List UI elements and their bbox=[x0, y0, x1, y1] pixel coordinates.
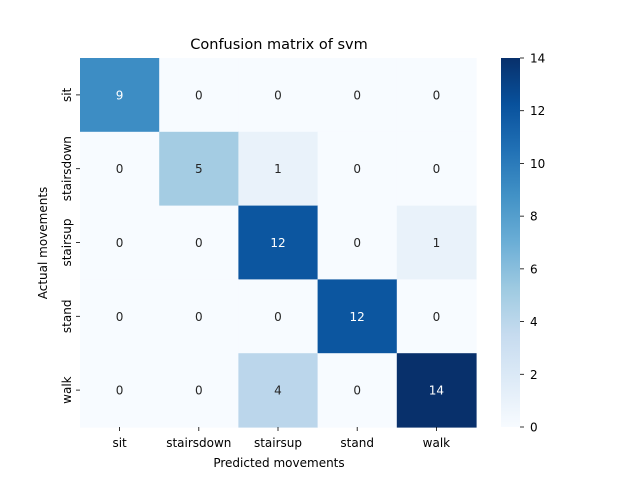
heatmap-cell bbox=[159, 131, 239, 207]
y-tick-label: stand bbox=[60, 300, 74, 334]
heatmap-cell bbox=[159, 353, 239, 428]
heatmap-cell bbox=[80, 131, 160, 207]
x-axis-label: Predicted movements bbox=[213, 456, 344, 470]
cell-value-label: 0 bbox=[195, 310, 203, 324]
cell-value-label: 9 bbox=[116, 88, 124, 102]
heatmap-cell bbox=[238, 58, 319, 133]
colorbar-gradient bbox=[501, 58, 520, 427]
heatmap-cell bbox=[238, 205, 319, 280]
y-axis-ticks: sit stairsdown stairsup stand walk bbox=[60, 87, 80, 404]
y-tick-label: sit bbox=[60, 87, 74, 102]
heatmap-cell bbox=[159, 279, 239, 354]
cell-value-label: 0 bbox=[274, 310, 282, 324]
colorbar-tick-label: 0 bbox=[530, 421, 538, 435]
cell-value-label: 0 bbox=[116, 162, 124, 176]
y-tick-label: stairsup bbox=[60, 218, 74, 266]
heatmap-cell bbox=[238, 353, 319, 428]
cell-value-label: 0 bbox=[274, 88, 282, 102]
cell-value-label: 0 bbox=[353, 88, 361, 102]
cell-value-label: 1 bbox=[274, 162, 282, 176]
heatmap-cell bbox=[80, 353, 160, 428]
heatmap-cell bbox=[396, 131, 477, 207]
heatmap-cell bbox=[159, 205, 239, 280]
colorbar-tick-label: 10 bbox=[530, 157, 545, 171]
colorbar-tick-label: 12 bbox=[530, 104, 545, 118]
y-tick-label: walk bbox=[60, 376, 74, 404]
heatmap-cell bbox=[396, 58, 477, 133]
x-tick-label: stairsdown bbox=[166, 436, 231, 450]
heatmap-cell bbox=[396, 279, 477, 354]
cell-value-label: 1 bbox=[433, 236, 441, 250]
heatmap-cell bbox=[159, 58, 239, 133]
heatmap-cell bbox=[317, 353, 398, 428]
heatmap-cells: 9 0 0 0 00 5 1 0 00 0 12 0 10 0 0 12 00 0 4 0 14 bbox=[80, 58, 477, 428]
cell-value-label: 0 bbox=[433, 310, 441, 324]
heatmap-cell bbox=[80, 58, 160, 133]
x-tick-label: walk bbox=[423, 436, 451, 450]
cell-value-label: 5 bbox=[195, 162, 203, 176]
cell-value-label: 0 bbox=[433, 88, 441, 102]
cell-value-label: 14 bbox=[429, 384, 444, 398]
cell-value-label: 4 bbox=[274, 384, 282, 398]
x-tick-label: sit bbox=[112, 436, 127, 450]
heatmap-cell bbox=[317, 279, 398, 354]
heatmap-cell bbox=[80, 205, 160, 280]
cell-value-label: 0 bbox=[116, 236, 124, 250]
cell-value-label: 0 bbox=[195, 236, 203, 250]
y-axis-label: Actual movements bbox=[36, 187, 50, 300]
cell-value-label: 12 bbox=[350, 310, 365, 324]
cell-value-label: 0 bbox=[353, 162, 361, 176]
heatmap-cell bbox=[317, 205, 398, 280]
heatmap-cell bbox=[238, 279, 319, 354]
cell-value-label: 0 bbox=[353, 236, 361, 250]
colorbar-tick-label: 6 bbox=[530, 262, 538, 276]
cell-value-label: 0 bbox=[195, 88, 203, 102]
colorbar-tick-label: 2 bbox=[530, 368, 538, 382]
cell-value-label: 0 bbox=[433, 162, 441, 176]
cell-value-label: 0 bbox=[353, 384, 361, 398]
cell-value-label: 0 bbox=[116, 310, 124, 324]
cell-value-label: 0 bbox=[116, 384, 124, 398]
heatmap-cell bbox=[396, 353, 477, 428]
heatmap-cell bbox=[80, 279, 160, 354]
colorbar: 0 2 4 6 8 10 12 14 bbox=[501, 52, 545, 435]
colorbar-tick-label: 14 bbox=[530, 52, 545, 66]
colorbar-tick-label: 8 bbox=[530, 210, 538, 224]
x-tick-label: stairsup bbox=[254, 436, 302, 450]
heatmap-cell bbox=[396, 205, 477, 280]
heatmap-cell bbox=[238, 131, 319, 207]
heatmap-cell bbox=[317, 131, 398, 207]
x-axis-ticks: sit stairsdown stairsup stand walk bbox=[112, 427, 450, 450]
chart-title: Confusion matrix of svm bbox=[190, 37, 367, 53]
cell-value-label: 0 bbox=[195, 384, 203, 398]
heatmap-cell bbox=[317, 58, 398, 133]
colorbar-tick-label: 4 bbox=[530, 315, 538, 329]
x-tick-label: stand bbox=[340, 436, 374, 450]
cell-value-label: 12 bbox=[270, 236, 285, 250]
y-tick-label: stairsdown bbox=[60, 136, 74, 201]
